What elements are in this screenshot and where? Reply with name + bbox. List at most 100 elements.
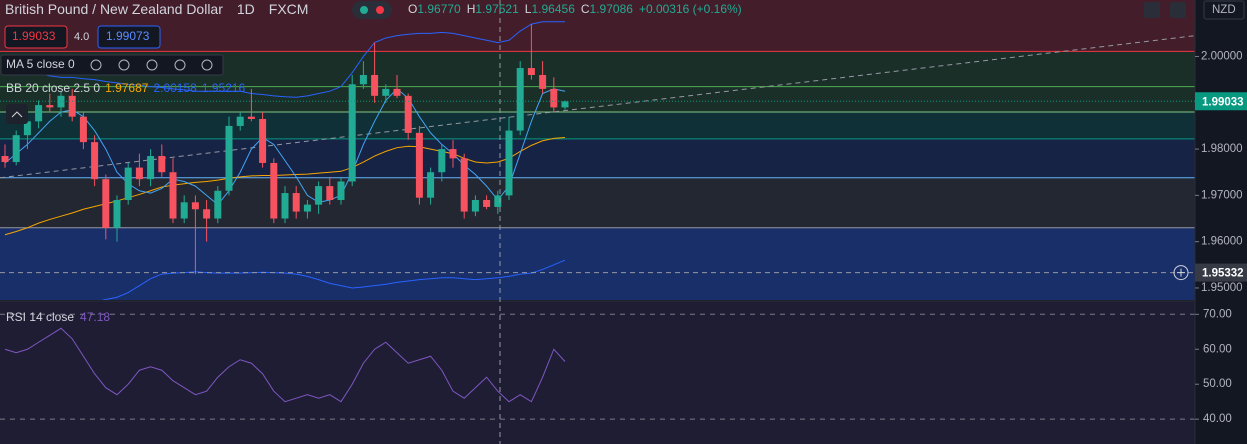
y-tick-label: 1.96000 [1201, 236, 1243, 248]
legend-icon[interactable] [90, 59, 102, 71]
status-dot [360, 6, 368, 14]
candle-body [35, 105, 43, 122]
candle-body [1, 156, 9, 163]
candle-body [449, 149, 457, 159]
ohlc-label: L [525, 2, 532, 16]
candle-body [371, 75, 379, 96]
candle-body [404, 95, 412, 133]
legend-icon[interactable] [146, 59, 158, 71]
ohlc-label: C [581, 2, 590, 16]
zones [0, 0, 1195, 300]
candle-body [382, 88, 390, 96]
ohlc: O1.96770 H1.97521 L1.96456 C1.97086 +0.00316… [408, 2, 742, 16]
candle-body [527, 68, 535, 75]
candle-body [326, 186, 334, 200]
ohlc-label: O [408, 2, 417, 16]
price-tag [1195, 92, 1247, 111]
candle-body [46, 105, 54, 108]
add-button[interactable] [1173, 265, 1189, 281]
rsi-value: 47.18 [80, 310, 110, 324]
bb-value: 1.95216 [202, 81, 246, 95]
candle-body [516, 68, 524, 131]
candle-body [281, 193, 289, 219]
zone [0, 177, 1195, 228]
status-badge [352, 1, 392, 19]
price-tag-label: 1.99033 [1202, 96, 1244, 108]
header-interval: 1D [237, 1, 255, 17]
candle-body [415, 132, 423, 198]
collapse-icon [11, 111, 23, 118]
rsi-legend: RSI 14 close 47.18 [6, 310, 110, 324]
bb-value: 2.00158 [153, 81, 197, 95]
candle-body [561, 101, 569, 108]
candle-body [191, 202, 199, 210]
candle-body [23, 121, 31, 136]
status-dot [376, 6, 384, 14]
candle-body [259, 118, 267, 163]
buy-button[interactable] [97, 25, 161, 49]
sell-button[interactable] [4, 25, 68, 49]
candle-body [12, 135, 20, 163]
toolbar-button[interactable] [1170, 2, 1186, 18]
ohlc-value: 1.96770 [417, 2, 461, 16]
rsi-label: RSI 14 close [6, 310, 74, 324]
candle-body [270, 162, 278, 219]
candle-body [158, 156, 166, 173]
rsi-line [4, 327, 566, 403]
price-pane [0, 21, 1195, 300]
candle-body [225, 125, 233, 191]
legend-icon[interactable] [174, 59, 186, 71]
bb-label: BB 20 close 2.5 0 [6, 81, 100, 95]
legend-icon[interactable] [118, 59, 130, 71]
candle-body [68, 95, 76, 117]
candle-body [550, 88, 558, 108]
candle-body [124, 167, 132, 200]
candle-body [359, 75, 367, 85]
candle-body [102, 179, 110, 228]
price-axis [1195, 0, 1247, 444]
y-tick-label: 1.98000 [1201, 143, 1243, 155]
candle-body [91, 142, 99, 180]
candle-body [393, 88, 401, 96]
change: +0.00316 (+0.16%) [639, 2, 742, 16]
toolbar-button[interactable] [1144, 2, 1160, 18]
candle-body [247, 116, 255, 119]
currency: NZD [1212, 4, 1236, 16]
spread: 4.0 [74, 31, 89, 43]
candle-body [135, 167, 143, 180]
header-source: FXCM [269, 1, 309, 17]
candle-body [113, 200, 121, 228]
candle-body [505, 130, 513, 196]
candle-body [315, 186, 323, 205]
sell-price: 1.99033 [12, 29, 56, 43]
symbol-title: British Pound / New Zealand Dollar 1D FXCM [5, 1, 308, 17]
ma-label: MA 5 close 0 [6, 57, 75, 71]
candle-body [169, 172, 177, 219]
y-tick-label: 1.95000 [1201, 282, 1243, 294]
y-tick-label: 2.00000 [1201, 51, 1243, 63]
indicator-line [4, 21, 565, 98]
add-icon [1177, 268, 1185, 277]
zone [0, 227, 1195, 300]
collapse-button[interactable] [6, 104, 28, 124]
legend-icon[interactable] [201, 59, 213, 71]
bb-legend: BB 20 close 2.5 0 1.97687 2.00158 1.95216 [6, 81, 246, 95]
ma-legend-box[interactable] [0, 54, 224, 76]
header-symbol: British Pound / New Zealand Dollar [5, 1, 223, 17]
zone [0, 0, 1195, 52]
candle-body [203, 209, 211, 219]
currency-box[interactable] [1203, 0, 1245, 20]
candle-body [494, 195, 502, 207]
zone [0, 112, 1195, 139]
zone [0, 138, 1195, 178]
candle-body [427, 172, 435, 198]
candle-body [147, 156, 155, 180]
trend-line [0, 35, 1195, 179]
indicator-line [101, 259, 566, 300]
candle-body [214, 190, 222, 219]
candle-body [438, 149, 446, 173]
ohlc-value: 1.97521 [475, 2, 519, 16]
